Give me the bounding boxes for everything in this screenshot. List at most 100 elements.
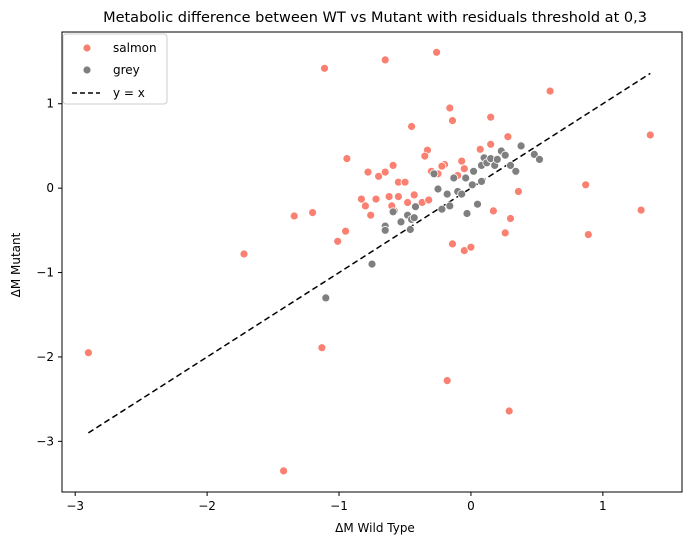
point-salmon — [393, 192, 403, 202]
x-tick-label: 0 — [467, 499, 475, 513]
point-grey — [462, 209, 472, 218]
plot-area — [87, 72, 651, 434]
legend-label-grey: grey — [113, 63, 140, 77]
point-grey — [321, 293, 331, 303]
point-grey — [457, 189, 467, 199]
point-salmon — [420, 151, 430, 161]
point-salmon — [445, 103, 455, 113]
point-salmon — [380, 55, 390, 65]
point-salmon — [457, 156, 467, 166]
point-grey — [388, 207, 398, 217]
chart-title: Metabolic difference between WT vs Mutan… — [103, 10, 647, 26]
point-salmon — [409, 190, 419, 200]
x-axis-title: ΔM Wild Type — [335, 521, 415, 535]
point-grey — [367, 259, 377, 269]
point-salmon — [374, 171, 384, 181]
point-salmon — [459, 164, 469, 174]
point-salmon — [356, 194, 366, 204]
x-tick-label: −3 — [66, 499, 84, 513]
point-grey — [477, 176, 486, 186]
point-salmon — [503, 132, 513, 142]
legend: salmon grey y = x — [62, 33, 168, 105]
point-salmon — [545, 86, 555, 96]
point-salmon — [400, 177, 410, 187]
reference-line-y-equals-x — [87, 72, 651, 434]
point-grey — [433, 184, 443, 194]
point-salmon — [437, 161, 447, 171]
point-salmon — [475, 144, 485, 154]
point-grey — [500, 150, 510, 160]
y-tick-label: −1 — [36, 266, 54, 280]
point-grey — [405, 225, 415, 234]
point-grey — [437, 204, 447, 214]
point-grey — [506, 160, 515, 170]
point-grey — [411, 202, 420, 212]
x-tick-label: −2 — [198, 499, 216, 513]
x-tick-label: 1 — [599, 499, 607, 513]
point-salmon — [488, 206, 498, 216]
point-salmon — [486, 112, 496, 122]
point-grey — [380, 225, 390, 235]
legend-marker-grey — [82, 65, 92, 75]
point-salmon — [308, 208, 318, 218]
y-axis-title: ΔM Mutant — [9, 232, 23, 297]
point-salmon — [636, 205, 646, 215]
legend-label-salmon: salmon — [113, 41, 157, 55]
point-salmon — [442, 376, 452, 386]
point-salmon — [500, 228, 510, 238]
point-salmon — [486, 139, 496, 149]
legend-marker-salmon — [82, 43, 92, 53]
point-salmon — [371, 194, 381, 204]
point-salmon — [341, 226, 351, 236]
plot-frame — [61, 31, 683, 493]
point-salmon — [366, 210, 376, 220]
point-salmon — [84, 348, 93, 358]
point-salmon — [581, 180, 591, 190]
points-layer — [84, 47, 655, 476]
y-tick-label: 1 — [46, 97, 54, 111]
point-salmon — [388, 160, 398, 170]
point-salmon — [432, 47, 442, 57]
point-grey — [396, 217, 406, 227]
point-salmon — [506, 214, 515, 223]
point-grey — [409, 213, 419, 223]
point-grey — [516, 141, 526, 151]
point-salmon — [384, 192, 394, 202]
point-salmon — [448, 116, 457, 125]
point-salmon — [380, 167, 390, 177]
point-grey — [467, 180, 477, 190]
point-salmon — [403, 198, 413, 207]
point-salmon — [279, 466, 289, 476]
point-salmon — [645, 130, 655, 140]
point-grey — [429, 169, 439, 179]
point-grey — [492, 154, 502, 164]
point-salmon — [363, 167, 373, 177]
point-grey — [445, 201, 455, 211]
axes: −3 −2 −1 0 1 −3 −2 −1 0 1 — [36, 31, 683, 513]
point-salmon — [504, 406, 514, 416]
y-tick-label: −2 — [36, 350, 54, 364]
point-salmon — [289, 211, 299, 221]
point-salmon — [333, 236, 343, 246]
point-grey — [461, 173, 471, 183]
point-grey — [442, 189, 452, 199]
point-grey — [511, 166, 521, 176]
point-salmon — [342, 154, 352, 164]
y-tick-label: 0 — [46, 181, 54, 195]
point-salmon — [448, 239, 457, 249]
point-salmon — [317, 343, 327, 353]
point-salmon — [424, 195, 434, 205]
point-salmon — [239, 249, 249, 259]
point-salmon — [514, 187, 523, 196]
point-grey — [473, 199, 482, 209]
point-grey — [469, 166, 479, 176]
x-tick-label: −1 — [330, 499, 348, 513]
legend-label-reference-line: y = x — [113, 86, 145, 100]
point-grey — [535, 154, 544, 164]
point-salmon — [407, 122, 417, 131]
point-salmon — [320, 63, 329, 73]
point-salmon — [466, 242, 476, 252]
point-salmon — [583, 230, 593, 240]
y-tick-label: −3 — [36, 434, 54, 448]
